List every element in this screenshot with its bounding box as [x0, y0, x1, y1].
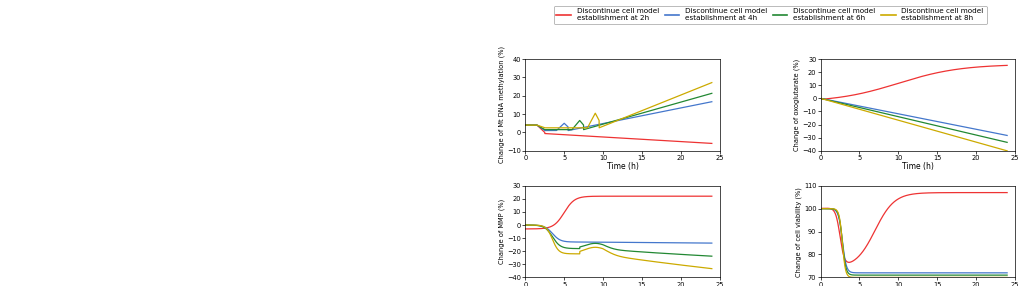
Y-axis label: Change of oxoglutarate (%): Change of oxoglutarate (%) — [793, 59, 800, 151]
X-axis label: Time (h): Time (h) — [901, 162, 932, 171]
Y-axis label: Change of MMP (%): Change of MMP (%) — [498, 199, 504, 264]
Y-axis label: Change of cell viability (%): Change of cell viability (%) — [795, 187, 801, 277]
Legend: Discontinue cell model
establishment at 2h, Discontinue cell model
establishment: Discontinue cell model establishment at … — [553, 5, 985, 24]
X-axis label: Time (h): Time (h) — [606, 162, 638, 171]
Y-axis label: Change of Mt DNA methylation (%): Change of Mt DNA methylation (%) — [498, 46, 504, 164]
